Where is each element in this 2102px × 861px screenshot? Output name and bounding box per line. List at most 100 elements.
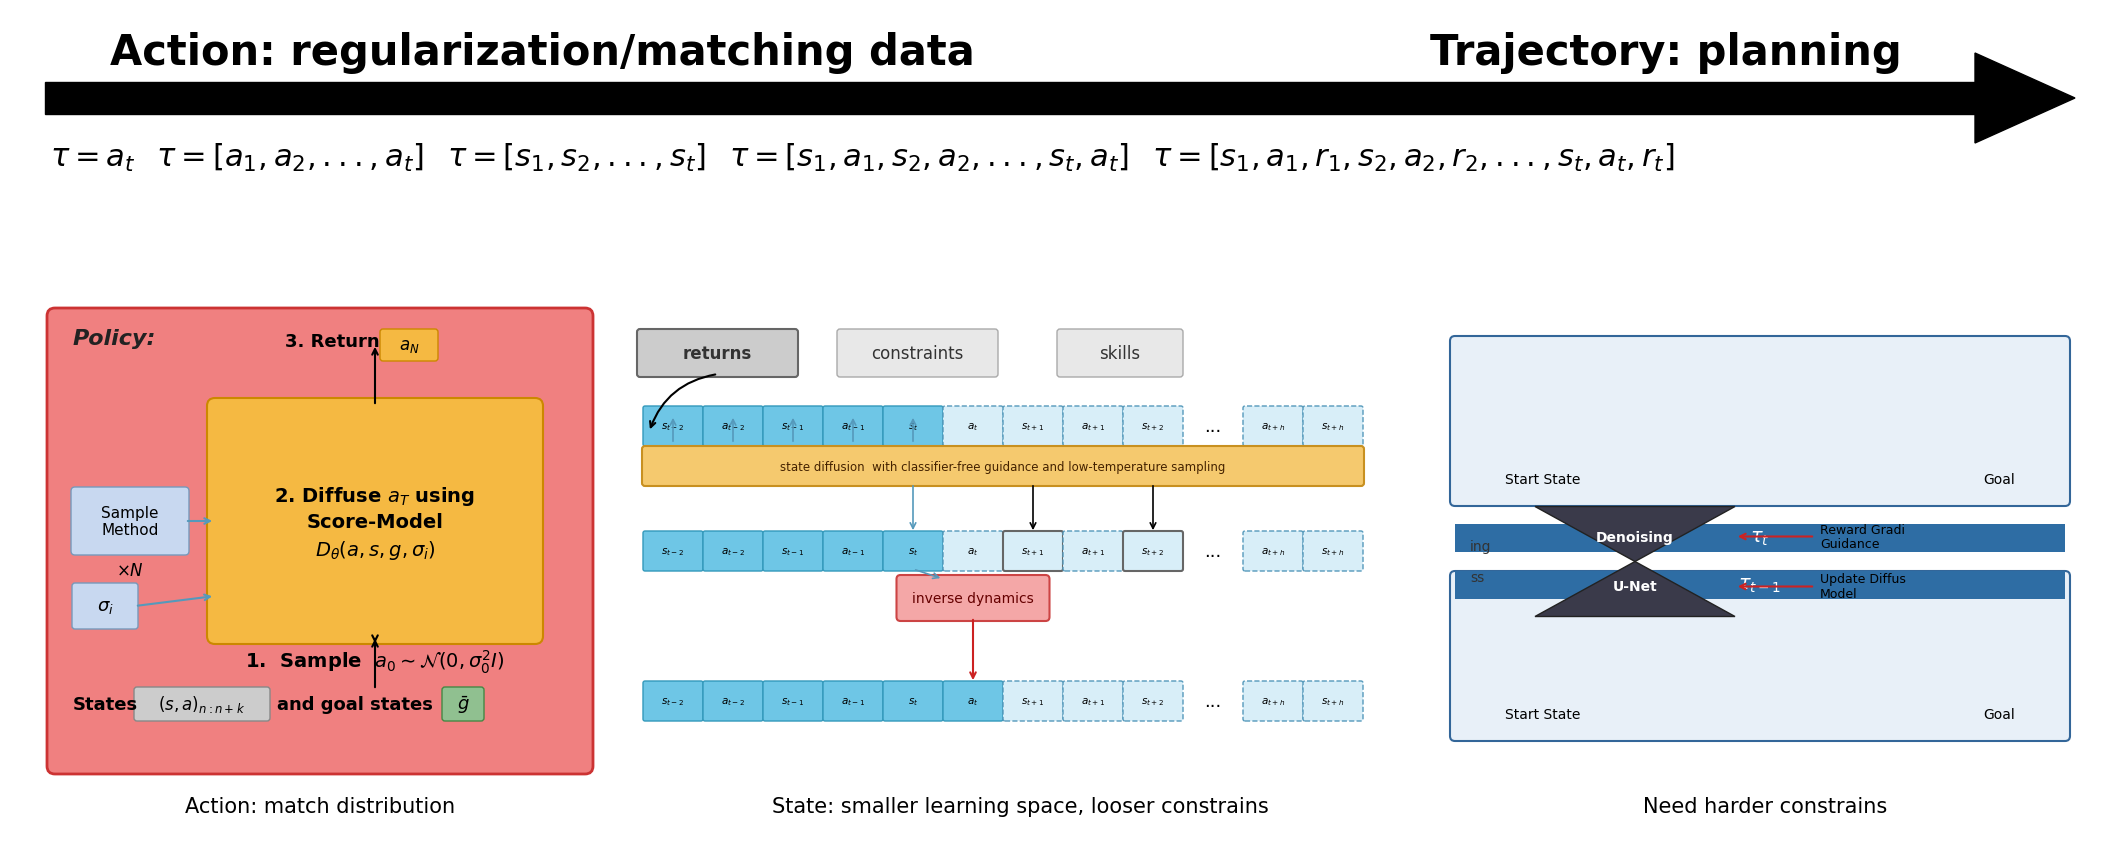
FancyBboxPatch shape: [837, 330, 998, 378]
Text: $a_{t+1}$: $a_{t+1}$: [1080, 421, 1106, 432]
FancyBboxPatch shape: [1242, 531, 1303, 572]
Text: ...: ...: [1204, 692, 1221, 710]
Text: $s_{t+1}$: $s_{t+1}$: [1022, 546, 1045, 557]
FancyBboxPatch shape: [944, 406, 1003, 447]
Text: $a_{t-1}$: $a_{t-1}$: [841, 696, 866, 707]
Text: $a_{t-1}$: $a_{t-1}$: [841, 421, 866, 432]
FancyBboxPatch shape: [1122, 531, 1183, 572]
FancyBboxPatch shape: [206, 399, 542, 644]
Polygon shape: [1534, 507, 1734, 562]
FancyBboxPatch shape: [883, 406, 944, 447]
Bar: [44, 83, 1976, 115]
FancyBboxPatch shape: [1303, 531, 1362, 572]
Text: $s_{t+h}$: $s_{t+h}$: [1322, 696, 1345, 707]
Text: Trajectory: planning: Trajectory: planning: [1429, 32, 1902, 74]
FancyBboxPatch shape: [824, 406, 883, 447]
FancyBboxPatch shape: [895, 575, 1049, 622]
Text: $s_{t+h}$: $s_{t+h}$: [1322, 546, 1345, 557]
FancyBboxPatch shape: [702, 406, 763, 447]
Text: Need harder constrains: Need harder constrains: [1644, 796, 1888, 816]
FancyBboxPatch shape: [763, 406, 824, 447]
Text: ss: ss: [1469, 570, 1484, 584]
Text: skills: skills: [1099, 344, 1141, 362]
FancyBboxPatch shape: [1450, 572, 2070, 741]
Text: $a_{t+1}$: $a_{t+1}$: [1080, 546, 1106, 557]
Text: $\tau_{t-1}$: $\tau_{t-1}$: [1738, 576, 1782, 595]
Text: Denoising: Denoising: [1595, 530, 1673, 544]
FancyBboxPatch shape: [1455, 572, 2064, 599]
Text: $s_t$: $s_t$: [908, 546, 919, 557]
Text: $D_\theta(a, s, g, \sigma_i)$: $D_\theta(a, s, g, \sigma_i)$: [315, 538, 435, 561]
Text: U-Net: U-Net: [1612, 579, 1656, 593]
FancyBboxPatch shape: [1242, 406, 1303, 447]
FancyBboxPatch shape: [1303, 681, 1362, 722]
FancyBboxPatch shape: [1303, 406, 1362, 447]
FancyBboxPatch shape: [643, 531, 702, 572]
FancyBboxPatch shape: [1450, 337, 2070, 506]
FancyBboxPatch shape: [1122, 406, 1183, 447]
FancyBboxPatch shape: [380, 330, 437, 362]
FancyBboxPatch shape: [1003, 406, 1064, 447]
Text: $s_{t-2}$: $s_{t-2}$: [662, 421, 685, 432]
FancyBboxPatch shape: [1003, 531, 1064, 572]
FancyBboxPatch shape: [643, 406, 702, 447]
FancyBboxPatch shape: [1242, 681, 1303, 722]
Text: Goal: Goal: [1984, 707, 2016, 722]
FancyBboxPatch shape: [643, 681, 702, 722]
FancyBboxPatch shape: [883, 531, 944, 572]
Text: $(s,a)_{n:n+k}$: $(s,a)_{n:n+k}$: [158, 694, 246, 715]
Text: Sample
Method: Sample Method: [101, 505, 160, 537]
Text: 3. Return: 3. Return: [286, 332, 387, 350]
Text: $a_t$: $a_t$: [967, 421, 980, 432]
Text: $\sigma_i$: $\sigma_i$: [97, 598, 114, 616]
FancyBboxPatch shape: [702, 531, 763, 572]
Text: ...: ...: [1204, 542, 1221, 561]
Text: $s_{t-1}$: $s_{t-1}$: [782, 546, 805, 557]
FancyBboxPatch shape: [824, 531, 883, 572]
Text: $s_{t-1}$: $s_{t-1}$: [782, 421, 805, 432]
Text: $s_{t+h}$: $s_{t+h}$: [1322, 421, 1345, 432]
FancyBboxPatch shape: [1064, 531, 1122, 572]
Text: Start State: Start State: [1505, 473, 1581, 486]
Text: $\bar{g}$: $\bar{g}$: [456, 693, 469, 715]
Text: constraints: constraints: [872, 344, 963, 362]
FancyBboxPatch shape: [1064, 406, 1122, 447]
Text: Policy:: Policy:: [74, 329, 156, 349]
Text: Action: match distribution: Action: match distribution: [185, 796, 454, 816]
Text: $\tau = a_t$   $\tau = [a_1, a_2, ..., a_t]$   $\tau = [s_1, s_2, ..., s_t]$   $: $\tau = a_t$ $\tau = [a_1, a_2, ..., a_t…: [50, 142, 1675, 174]
FancyBboxPatch shape: [441, 687, 483, 722]
Text: $s_t$: $s_t$: [908, 696, 919, 707]
FancyBboxPatch shape: [71, 583, 139, 629]
Text: Update Diffus
Model: Update Diffus Model: [1820, 573, 1907, 601]
Text: $s_{t-2}$: $s_{t-2}$: [662, 696, 685, 707]
FancyBboxPatch shape: [637, 330, 799, 378]
Text: $a_N$: $a_N$: [399, 337, 418, 355]
Text: $a_t$: $a_t$: [967, 696, 980, 707]
Text: $a_t$: $a_t$: [967, 546, 980, 557]
Text: ing: ing: [1469, 540, 1492, 554]
Text: inverse dynamics: inverse dynamics: [912, 592, 1034, 605]
FancyBboxPatch shape: [883, 681, 944, 722]
Text: $s_{t+1}$: $s_{t+1}$: [1022, 421, 1045, 432]
Text: Goal: Goal: [1984, 473, 2016, 486]
Text: $a_{t+h}$: $a_{t+h}$: [1261, 546, 1284, 557]
FancyBboxPatch shape: [71, 487, 189, 555]
Text: Action: regularization/matching data: Action: regularization/matching data: [109, 32, 975, 74]
FancyBboxPatch shape: [1455, 524, 2064, 553]
Text: Start State: Start State: [1505, 707, 1581, 722]
Text: $\times N$: $\times N$: [116, 561, 143, 579]
FancyBboxPatch shape: [763, 681, 824, 722]
Text: $\tau_t$: $\tau_t$: [1751, 529, 1770, 548]
FancyBboxPatch shape: [1003, 681, 1064, 722]
FancyBboxPatch shape: [1057, 330, 1183, 378]
FancyBboxPatch shape: [824, 681, 883, 722]
Text: $s_{t+1}$: $s_{t+1}$: [1022, 696, 1045, 707]
Polygon shape: [1976, 54, 2075, 144]
Text: $a_{t+h}$: $a_{t+h}$: [1261, 696, 1284, 707]
FancyBboxPatch shape: [944, 531, 1003, 572]
Text: returns: returns: [683, 344, 753, 362]
Text: $a_{t-2}$: $a_{t-2}$: [721, 546, 744, 557]
FancyBboxPatch shape: [1064, 681, 1122, 722]
Text: $s_{t+2}$: $s_{t+2}$: [1141, 696, 1165, 707]
Text: 1.  Sample  $a_0$$\sim$$\mathcal{N}(0, \sigma_0^2 I)$: 1. Sample $a_0$$\sim$$\mathcal{N}(0, \si…: [246, 647, 504, 675]
